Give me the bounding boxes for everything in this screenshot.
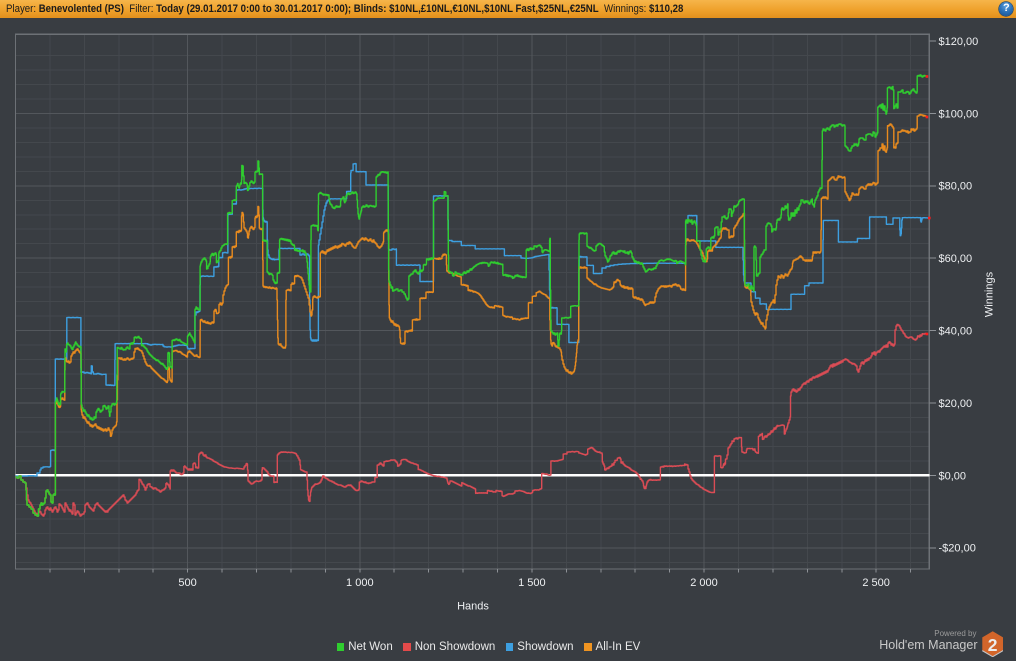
svg-text:2: 2 — [988, 635, 998, 655]
svg-text:$80,00: $80,00 — [939, 181, 973, 193]
svg-text:Winnings: Winnings — [984, 271, 996, 317]
svg-text:2 500: 2 500 — [862, 577, 890, 589]
svg-text:Hands: Hands — [457, 601, 489, 613]
svg-text:$40,00: $40,00 — [939, 326, 973, 338]
svg-text:$0,00: $0,00 — [939, 470, 967, 482]
svg-text:1 000: 1 000 — [346, 577, 374, 589]
svg-text:500: 500 — [178, 577, 196, 589]
svg-text:$20,00: $20,00 — [939, 398, 973, 410]
svg-text:-$20,00: -$20,00 — [939, 543, 976, 555]
svg-text:$100,00: $100,00 — [939, 108, 979, 120]
svg-text:1 500: 1 500 — [518, 577, 546, 589]
svg-text:$120,00: $120,00 — [939, 36, 979, 48]
svg-text:2 000: 2 000 — [690, 577, 718, 589]
svg-text:$60,00: $60,00 — [939, 253, 973, 265]
